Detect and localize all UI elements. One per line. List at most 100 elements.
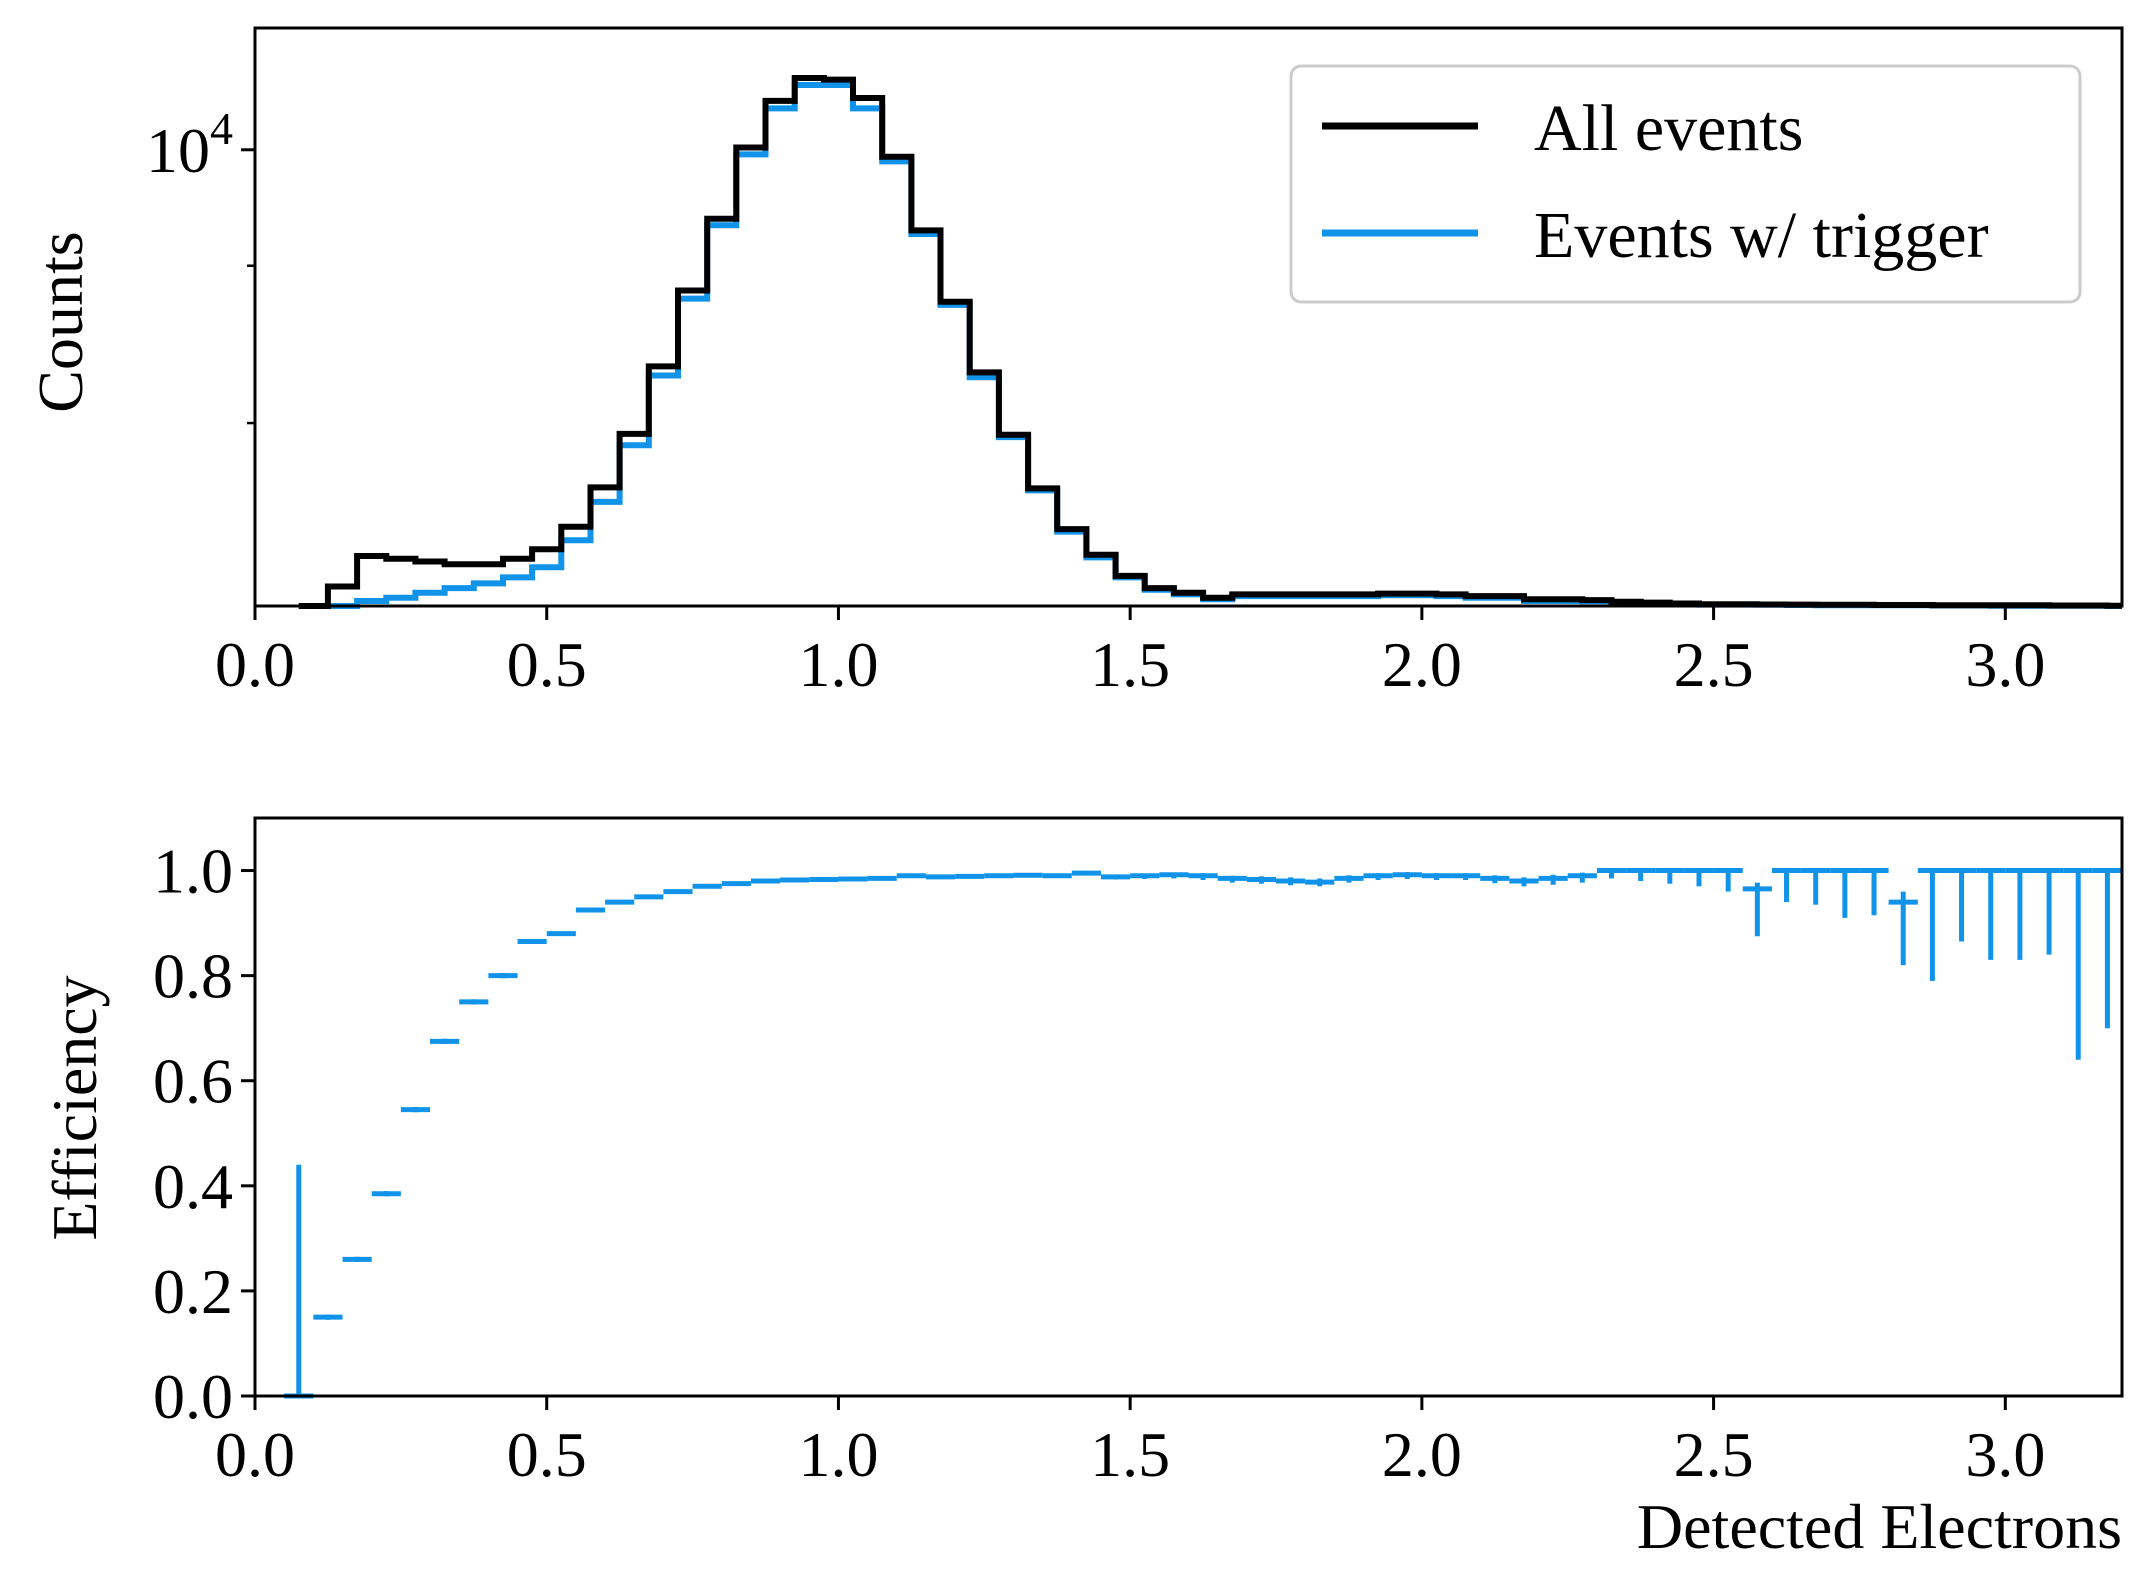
efficiency-point — [400, 1107, 431, 1113]
efficiency-point — [1451, 873, 1481, 881]
counts-x-tick-label: 0.5 — [507, 629, 587, 700]
efficiency-point — [1742, 882, 1772, 937]
efficiency-point — [780, 877, 810, 883]
efficiency-point — [1771, 868, 1802, 903]
efficiency-x-tick-label: 1.0 — [798, 1419, 878, 1490]
efficiency-x-tick-label: 2.5 — [1674, 1419, 1754, 1490]
counts-y-axis-label: Counts — [25, 231, 96, 412]
efficiency-y-ticks: 0.0 0.2 0.4 0.6 0.8 1.0 — [153, 836, 255, 1432]
efficiency-point — [1334, 875, 1364, 883]
legend: All events Events w/ trigger — [1289, 64, 2082, 304]
efficiency-point — [1888, 891, 1918, 966]
efficiency-point — [1684, 868, 1714, 887]
efficiency-point — [1946, 868, 1977, 942]
efficiency-point — [1013, 872, 1043, 878]
efficiency-point — [1130, 873, 1160, 879]
efficiency-point — [634, 894, 664, 900]
efficiency-y-axis-label: Efficiency — [39, 975, 110, 1240]
efficiency-x-tick-label: 2.0 — [1382, 1419, 1462, 1490]
efficiency-point — [1421, 873, 1452, 881]
efficiency-point — [1538, 874, 1568, 885]
efficiency-point — [459, 999, 489, 1005]
efficiency-point — [955, 873, 985, 879]
efficiency-point — [1159, 872, 1189, 879]
efficiency-point — [1859, 868, 1889, 916]
efficiency-axes-frame — [253, 816, 2124, 1398]
efficiency-point — [1509, 877, 1539, 887]
efficiency-y-tick-label: 1.0 — [153, 836, 233, 907]
counts-x-tick-label: 2.0 — [1382, 629, 1462, 700]
counts-axes-frame — [253, 26, 2124, 608]
efficiency-y-tick-label: 0.6 — [153, 1046, 233, 1117]
efficiency-x-tick-label: 3.0 — [1965, 1419, 2045, 1490]
legend-box — [1289, 64, 2082, 304]
efficiency-point — [750, 878, 781, 884]
efficiency-point — [925, 874, 956, 880]
efficiency-point — [546, 931, 576, 937]
efficiency-point — [371, 1191, 401, 1197]
efficiency-point — [721, 881, 751, 887]
efficiency-point — [1830, 868, 1860, 918]
efficiency-point — [1246, 876, 1277, 884]
efficiency-x-ticks: 0.0 0.5 1.0 1.5 2.0 2.5 3.0 — [215, 1396, 2045, 1490]
counts-histogram-panel: 104 0.0 0.5 1.0 1.5 2.0 2.5 3.0 Counts All eve… — [25, 26, 2124, 700]
counts-x-tick-label: 1.5 — [1090, 629, 1170, 700]
efficiency-point — [313, 1314, 343, 1320]
efficiency-point — [2034, 868, 2064, 955]
efficiency-point — [2005, 868, 2035, 960]
efficiency-x-tick-label: 0.0 — [215, 1419, 295, 1490]
counts-x-tick-label: 2.5 — [1674, 629, 1754, 700]
efficiency-point — [1100, 874, 1131, 880]
counts-y-ticks: 104 — [146, 103, 255, 425]
efficiency-marks — [284, 868, 2122, 1399]
efficiency-point — [1976, 868, 2006, 960]
efficiency-point — [867, 875, 897, 881]
efficiency-point — [1305, 878, 1335, 887]
efficiency-point — [575, 907, 606, 913]
counts-x-tick-label: 3.0 — [1965, 629, 2045, 700]
legend-all-events-label: All events — [1534, 92, 1803, 165]
efficiency-point — [1071, 870, 1101, 876]
efficiency-point — [663, 889, 693, 895]
efficiency-point — [1276, 877, 1306, 886]
counts-x-ticks: 0.0 0.5 1.0 1.5 2.0 2.5 3.0 — [215, 606, 2045, 700]
efficiency-point — [2092, 868, 2122, 1029]
efficiency-x-tick-label: 0.5 — [507, 1419, 587, 1490]
efficiency-point — [1392, 872, 1422, 879]
efficiency-y-tick-label: 0.8 — [153, 941, 233, 1012]
efficiency-point — [1655, 868, 1685, 884]
efficiency-point — [1801, 868, 1831, 905]
efficiency-point — [1713, 868, 1743, 892]
efficiency-point — [605, 899, 635, 905]
efficiency-panel: 0.0 0.2 0.4 0.6 0.8 1.0 0.0 0.5 1.0 1.5 2.0 2.5 3.0… — [39, 816, 2124, 1562]
counts-y-tick-label: 104 — [146, 103, 233, 186]
efficiency-point — [838, 876, 868, 882]
efficiency-point — [809, 876, 839, 882]
efficiency-point — [1567, 872, 1597, 883]
efficiency-point — [1917, 868, 1947, 981]
efficiency-point — [488, 973, 518, 979]
counts-x-tick-label: 1.0 — [798, 629, 878, 700]
efficiency-x-tick-label: 1.5 — [1090, 1419, 1170, 1490]
efficiency-point — [1042, 873, 1072, 879]
efficiency-point — [342, 1256, 372, 1263]
efficiency-point — [1626, 868, 1656, 882]
efficiency-point — [517, 938, 547, 944]
efficiency-point — [1363, 873, 1393, 881]
efficiency-point — [1188, 873, 1218, 881]
efficiency-point — [1217, 875, 1247, 883]
efficiency-point — [1596, 868, 1627, 879]
efficiency-y-tick-label: 0.4 — [153, 1151, 233, 1222]
efficiency-point — [2063, 868, 2093, 1060]
efficiency-x-axis-label: Detected Electrons — [1637, 1491, 2122, 1562]
efficiency-y-tick-label: 0.2 — [153, 1256, 233, 1327]
counts-x-tick-label: 0.0 — [215, 629, 295, 700]
efficiency-point — [430, 1038, 460, 1044]
efficiency-point — [692, 883, 722, 889]
legend-trigger-label: Events w/ trigger — [1534, 199, 1989, 272]
efficiency-point — [984, 873, 1014, 879]
efficiency-point — [896, 873, 926, 879]
efficiency-y-tick-label: 0.0 — [153, 1361, 233, 1432]
efficiency-point — [1480, 875, 1510, 884]
